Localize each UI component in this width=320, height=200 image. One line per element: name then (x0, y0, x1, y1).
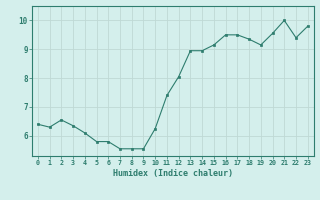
X-axis label: Humidex (Indice chaleur): Humidex (Indice chaleur) (113, 169, 233, 178)
